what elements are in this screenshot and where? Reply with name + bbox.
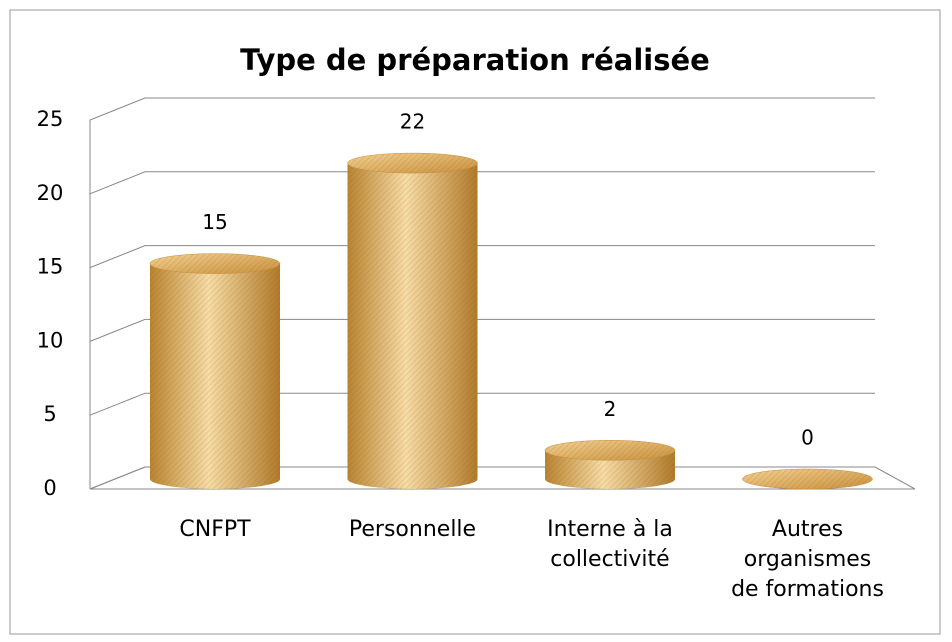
x-tick-label: CNFPT [179,517,251,542]
y-tick-label: 10 [37,328,64,352]
grid-line [89,245,875,269]
y-tick-label: 15 [37,255,64,279]
chart-border [9,9,941,635]
bar-hatch [347,163,478,489]
x-tick-label: Autres organismes de formations [731,517,884,602]
chart-title: Type de préparation réalisée [240,43,710,77]
bar [742,468,873,490]
bar-hatch [545,450,675,489]
value-label: 15 [202,210,227,234]
bar-top-hatch [347,153,478,174]
bar-top-hatch [545,440,675,461]
value-label: 0 [801,426,814,450]
grid-line [89,171,875,195]
bar-top-hatch [742,469,873,489]
x-tick-label: Interne à la collectivité [547,517,673,572]
y-tick-label: 5 [43,402,56,426]
grid-line [89,97,875,121]
bar [544,440,676,489]
y-tick-label: 25 [37,107,64,131]
bar-hatch [150,263,280,489]
bar [149,253,281,489]
value-label: 22 [400,110,425,134]
y-tick-label: 20 [37,181,64,205]
grid-line [89,318,875,342]
value-label: 2 [604,397,617,421]
grid-line [89,392,875,416]
bar [347,152,478,489]
bar-top-hatch [150,253,280,274]
y-tick-label: 0 [43,476,56,500]
x-tick-label: Personnelle [348,517,477,542]
